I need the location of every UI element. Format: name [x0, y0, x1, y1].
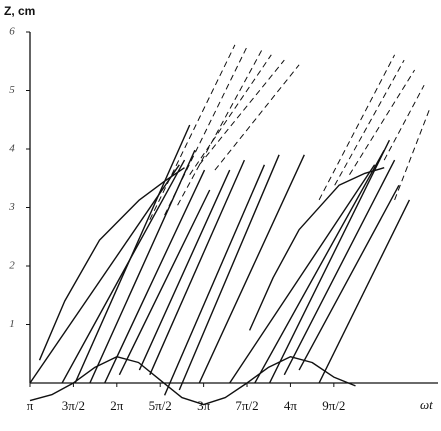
dashed-line	[214, 64, 300, 171]
dashed-line	[394, 109, 430, 201]
curve	[104, 169, 206, 384]
curve	[229, 164, 376, 384]
curve	[74, 124, 191, 384]
x-tick-label: 3π	[197, 398, 211, 413]
x-tick-label: 5π/2	[149, 398, 172, 413]
curve	[118, 189, 211, 376]
curve	[178, 154, 280, 391]
curve	[283, 159, 396, 376]
dashed-line	[198, 59, 285, 166]
curve	[198, 154, 305, 384]
y-tick-label: 4	[9, 143, 15, 155]
curve	[298, 184, 400, 371]
dashed-line	[349, 69, 416, 175]
y-tick-label: 5	[9, 84, 15, 96]
dashed-line	[189, 54, 272, 175]
curve	[149, 159, 246, 376]
curve	[138, 169, 231, 371]
curve	[29, 356, 356, 406]
curve	[38, 167, 185, 361]
dashed-line	[383, 84, 425, 161]
x-tick-label: 2π	[110, 398, 124, 413]
curve	[163, 164, 266, 396]
dashed-line	[149, 44, 236, 221]
x-tick-label: 4π	[284, 398, 298, 413]
y-tick-label: 2	[9, 260, 15, 272]
curve	[61, 159, 186, 384]
y-tick-label: 3	[8, 201, 15, 213]
x-tick-label: 7π/2	[235, 398, 258, 413]
y-tick-label: 6	[9, 26, 15, 38]
dashed-line	[164, 44, 249, 216]
x-tick-label: π	[27, 398, 34, 413]
curve	[268, 139, 391, 384]
curve	[318, 199, 411, 384]
x-axis-title: ωt	[420, 397, 433, 412]
curve	[29, 164, 180, 384]
y-axis-title: Z, cm	[4, 4, 35, 18]
x-tick-label: 9π/2	[322, 398, 345, 413]
dashed-line	[318, 54, 396, 201]
curve	[89, 149, 196, 384]
y-tick-label: 1	[9, 318, 15, 330]
curve	[248, 167, 385, 331]
dashed-line	[334, 59, 405, 186]
curve	[254, 149, 385, 384]
x-tick-label: 3π/2	[62, 398, 85, 413]
